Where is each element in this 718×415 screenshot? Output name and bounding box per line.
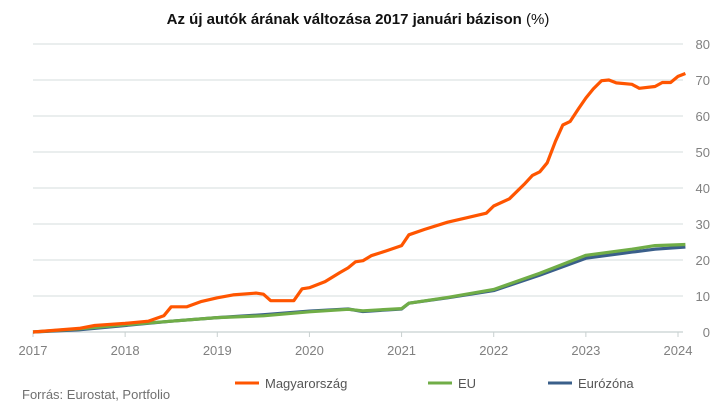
x-tick-label: 2021 (387, 343, 416, 358)
y-tick-label: 50 (696, 145, 710, 160)
y-tick-label: 20 (696, 253, 710, 268)
y-tick-label: 80 (696, 37, 710, 52)
legend-label: EU (458, 376, 476, 391)
chart-title: Az új autók árának változása 2017 január… (167, 11, 550, 28)
y-tick-label: 60 (696, 109, 710, 124)
x-tick-label: 2020 (295, 343, 324, 358)
x-tick-label: 2018 (111, 343, 140, 358)
y-tick-label: 40 (696, 181, 710, 196)
series-line-Magyarország (32, 72, 686, 334)
x-tick-label: 2017 (19, 343, 48, 358)
series-line-EU (32, 242, 686, 334)
y-tick-label: 70 (696, 73, 710, 88)
x-tick-label: 2024 (664, 343, 693, 358)
x-tick-label: 2019 (203, 343, 232, 358)
y-tick-label: 10 (696, 289, 710, 304)
source-note: Forrás: Eurostat, Portfolio (22, 387, 170, 402)
legend-label: Eurózóna (578, 376, 634, 391)
y-tick-label: 0 (703, 325, 710, 340)
y-tick-label: 30 (696, 217, 710, 232)
x-tick-label: 2023 (571, 343, 600, 358)
x-tick-label: 2022 (479, 343, 508, 358)
legend-label: Magyarország (265, 376, 347, 391)
